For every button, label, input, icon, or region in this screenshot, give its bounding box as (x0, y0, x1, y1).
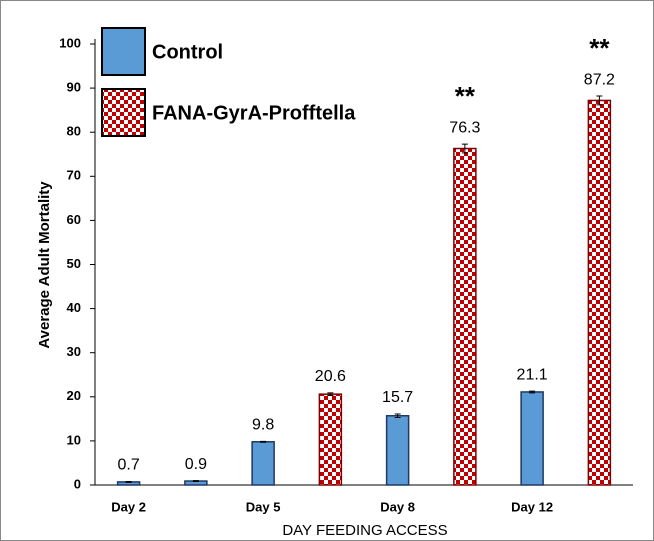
x-tick-label: Day 8 (380, 499, 415, 514)
y-tick-label: 20 (67, 388, 81, 403)
legend-swatch (101, 27, 146, 76)
bar (587, 99, 612, 486)
y-tick-label: 50 (67, 256, 81, 271)
y-tick-label: 70 (67, 168, 81, 183)
bar (520, 391, 544, 486)
y-tick-label: 30 (67, 344, 81, 359)
annotation: ** (589, 33, 610, 63)
bar (385, 415, 410, 486)
legend-swatch (101, 88, 146, 137)
legend-label: Control (152, 41, 223, 63)
error-bar (327, 392, 334, 396)
error-bar (394, 413, 401, 419)
y-tick-label: 40 (67, 300, 81, 315)
bar (453, 147, 477, 486)
data-label: 21.1 (517, 366, 548, 383)
y-tick-label: 60 (67, 212, 81, 227)
error-bar (192, 480, 199, 482)
y-tick-label: 90 (67, 80, 81, 95)
x-tick-label: Day 12 (511, 499, 553, 514)
error-bar (461, 143, 468, 154)
data-label: 0.9 (185, 456, 207, 473)
y-axis-label: Average Adult Mortality (36, 181, 53, 349)
data-label: 15.7 (382, 389, 413, 406)
y-tick-label: 10 (67, 432, 81, 447)
y-tick-label: 80 (67, 124, 81, 139)
y-tick-label: 0 (74, 476, 81, 491)
data-label: 0.7 (118, 457, 140, 474)
error-bar (529, 390, 536, 394)
bar (318, 393, 343, 486)
error-bar (596, 95, 603, 106)
x-axis-label: DAY FEEDING ACCESS (282, 522, 447, 539)
error-bar (260, 440, 267, 443)
data-label: 20.6 (315, 368, 346, 385)
legend-label: FANA-GyrA-Profftella (152, 102, 356, 124)
y-tick-label: 100 (59, 35, 81, 50)
x-tick-label: Day 5 (246, 499, 281, 514)
data-label: 87.2 (584, 71, 615, 88)
error-bar (125, 480, 132, 483)
data-label: 9.8 (252, 417, 274, 434)
bar (251, 441, 275, 486)
data-label: 76.3 (449, 119, 480, 136)
x-tick-label: Day 2 (111, 499, 146, 514)
annotation: ** (455, 81, 476, 111)
